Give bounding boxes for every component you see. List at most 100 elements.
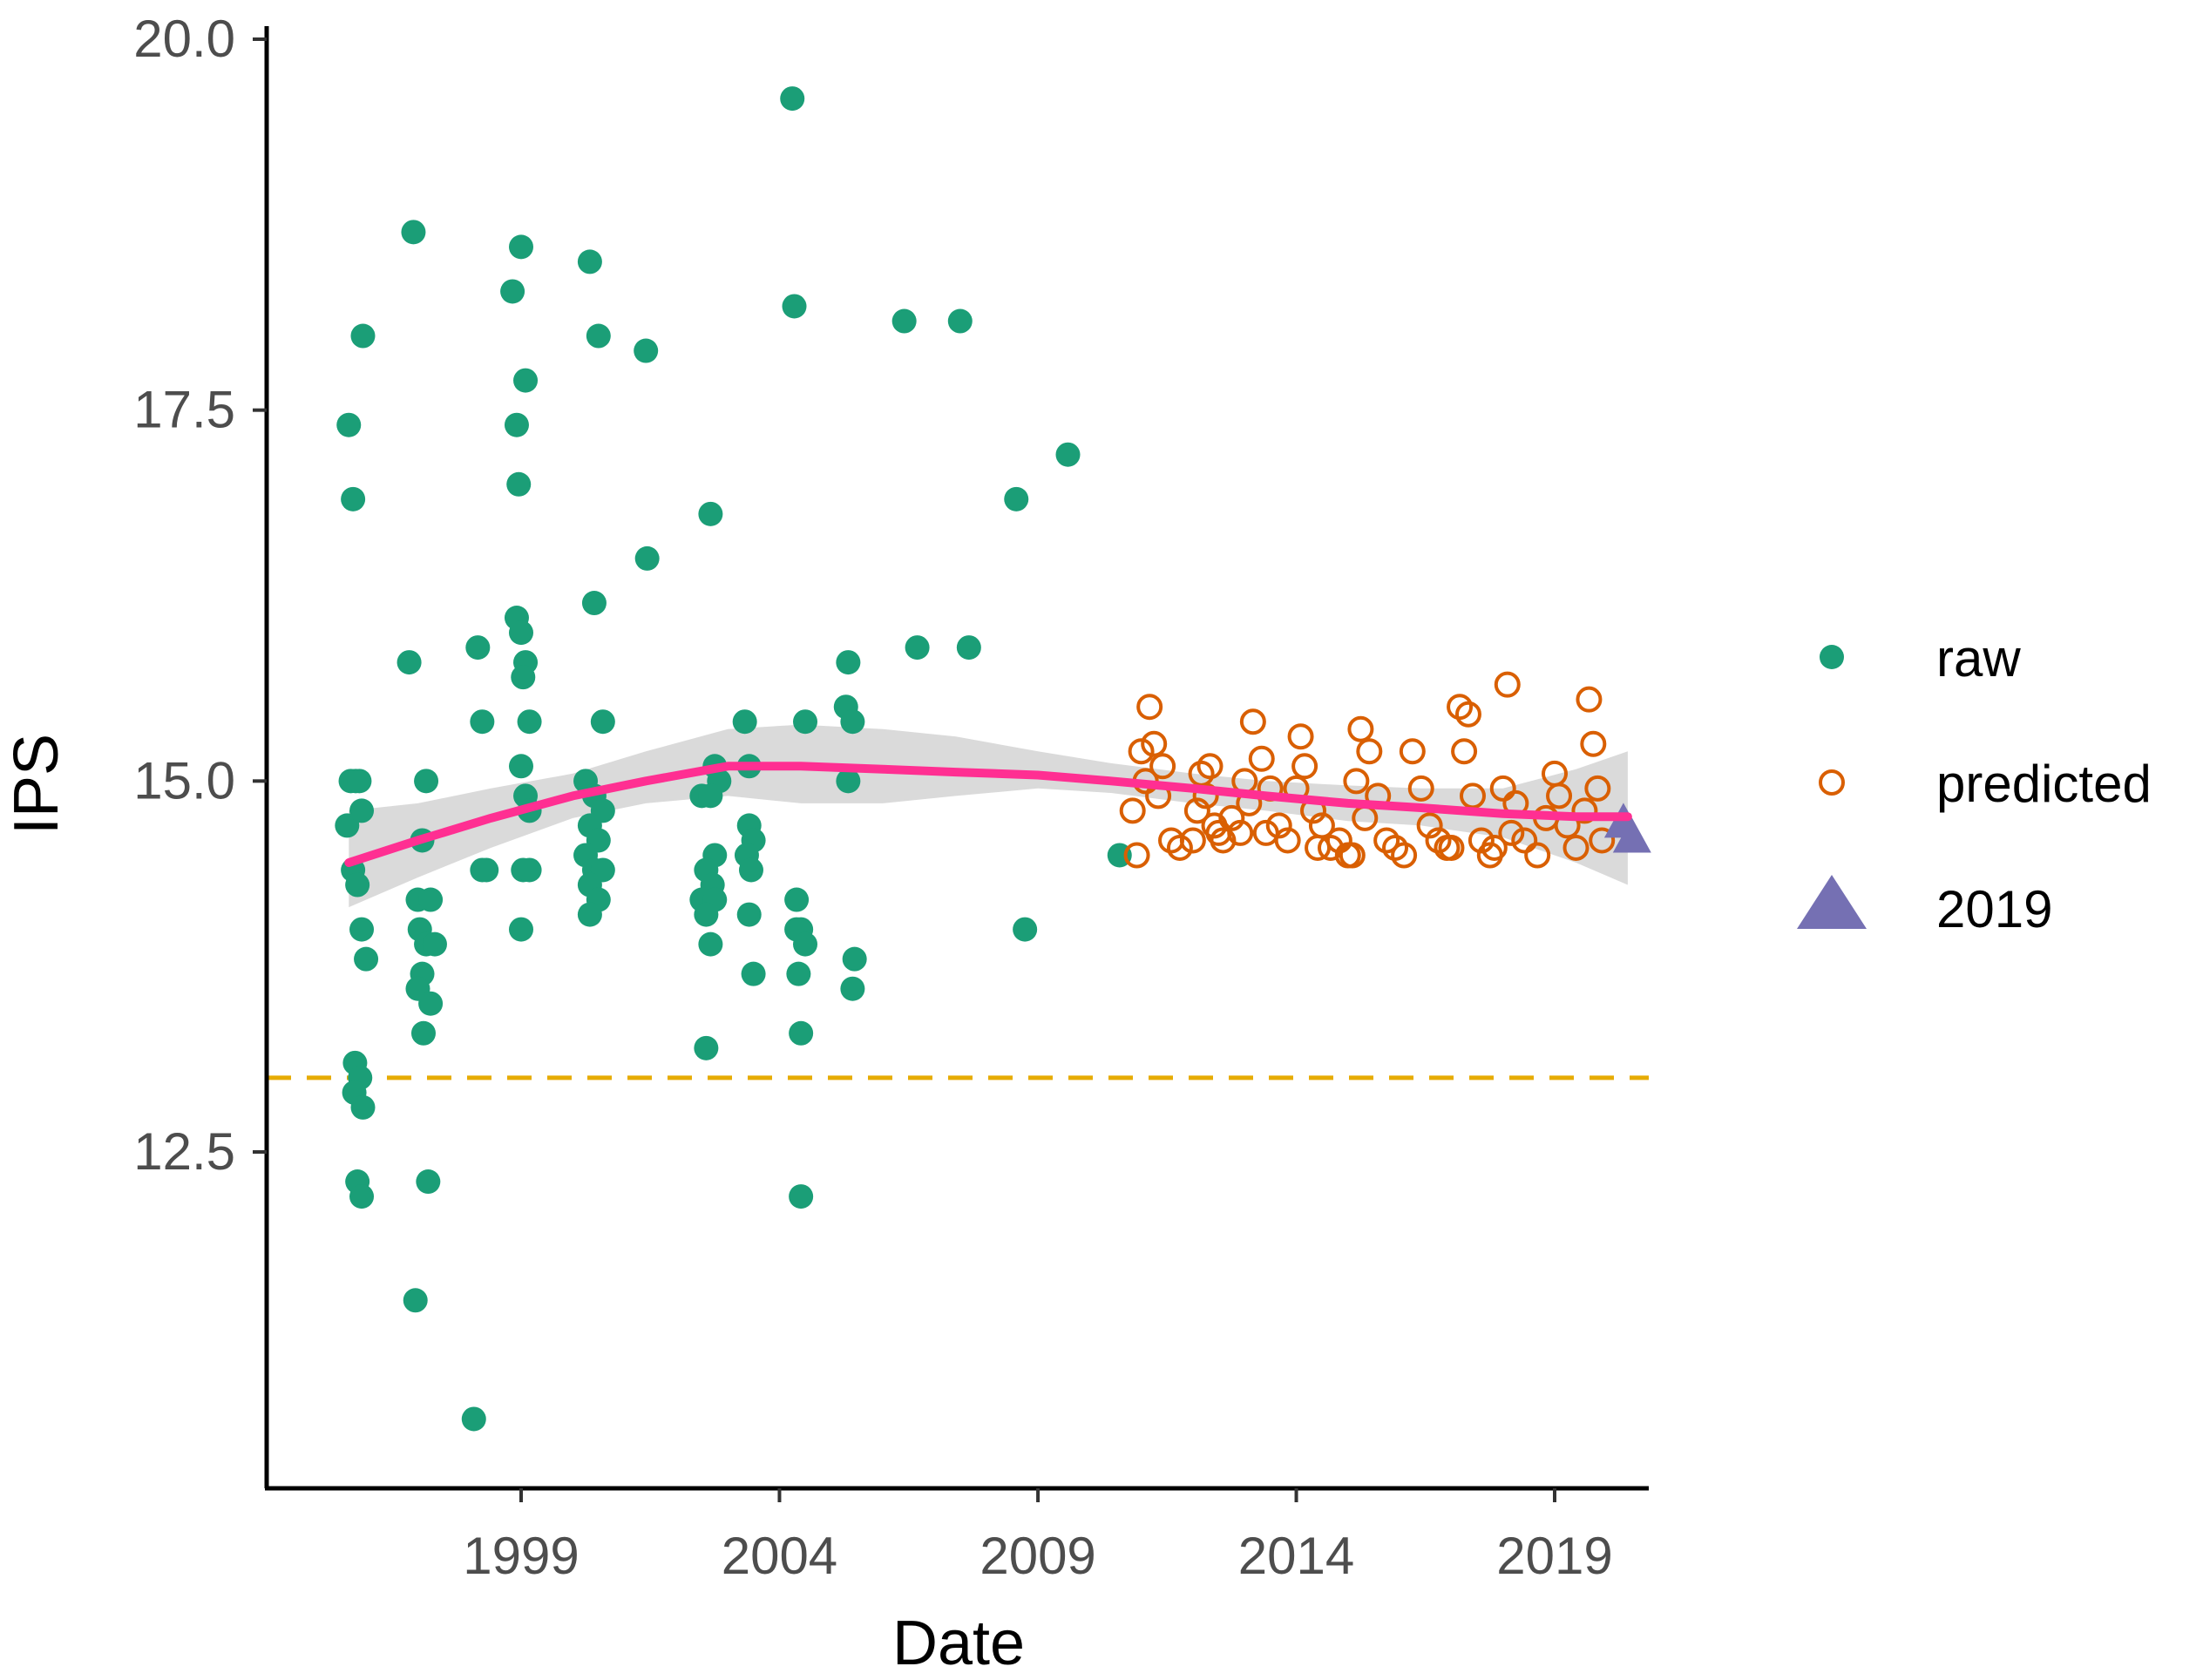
raw-point	[403, 1288, 428, 1313]
y-axis-title: IPS	[2, 734, 71, 835]
x-axis-title: Date	[892, 1609, 1025, 1678]
raw-point	[341, 486, 366, 511]
raw-point	[793, 709, 818, 735]
smooth-line	[344, 762, 1632, 867]
predicted-point	[1447, 694, 1474, 721]
raw-point	[500, 279, 525, 304]
smooth-line-layer	[344, 762, 1632, 867]
raw-point	[786, 961, 811, 986]
predicted-point	[1192, 782, 1219, 810]
raw-point	[634, 545, 660, 571]
predicted-point	[1179, 827, 1206, 854]
raw-point	[738, 857, 763, 883]
raw-point	[698, 501, 723, 526]
predicted-point	[1291, 753, 1318, 780]
raw-point	[789, 1020, 814, 1046]
confidence-band-layer	[349, 724, 1628, 908]
points-layer	[335, 86, 1651, 1432]
raw-point	[513, 368, 539, 393]
raw-point	[694, 1035, 719, 1060]
raw-point	[517, 709, 542, 735]
raw-point	[461, 1406, 486, 1432]
raw-point	[347, 769, 372, 794]
raw-point	[410, 1020, 436, 1046]
raw-point	[577, 249, 602, 274]
predicted-point	[1166, 834, 1193, 861]
raw-point	[634, 338, 659, 363]
raw-point	[784, 887, 810, 912]
raw-point	[509, 917, 533, 942]
raw-point	[418, 887, 444, 912]
predicted-point	[1123, 842, 1150, 869]
raw-point	[349, 917, 375, 942]
x-tick-label: 2019	[1496, 1527, 1612, 1585]
legend-2019-marker	[1797, 875, 1867, 929]
predicted-point	[1128, 738, 1155, 765]
raw-point	[905, 635, 930, 660]
predicted-point	[1498, 819, 1525, 846]
x-tick-label: 2004	[722, 1527, 837, 1585]
raw-point	[780, 86, 805, 112]
predicted-point	[1391, 842, 1418, 869]
raw-point	[842, 946, 867, 972]
raw-point	[465, 635, 491, 660]
raw-point	[416, 1169, 441, 1195]
raw-point	[1013, 917, 1038, 942]
predicted-point	[1373, 827, 1400, 854]
raw-point	[506, 471, 532, 497]
predicted-point	[1416, 812, 1443, 839]
predicted-point	[1347, 715, 1374, 742]
predicted-point	[1252, 819, 1279, 846]
raw-point	[782, 294, 807, 319]
raw-point	[836, 769, 861, 794]
ticks-layer: 12.5 15.0 17.5 20.0 1999 2004 2009 2014 2019	[133, 10, 1613, 1585]
x-tick-label: 1999	[463, 1527, 579, 1585]
raw-point	[418, 991, 444, 1016]
raw-point	[836, 650, 861, 675]
raw-point	[470, 709, 495, 735]
raw-point	[517, 857, 542, 883]
raw-point	[350, 1094, 376, 1120]
legend: raw predicted 2019	[1797, 629, 2152, 938]
raw-point	[694, 902, 719, 927]
raw-point	[511, 665, 536, 690]
raw-point	[947, 308, 973, 334]
predicted-point	[1494, 671, 1521, 698]
marker-2019-point	[1612, 817, 1651, 853]
raw-point	[349, 798, 375, 823]
predicted-point	[1589, 827, 1616, 854]
raw-point	[840, 709, 865, 735]
raw-point	[891, 308, 917, 334]
predicted-point	[1149, 753, 1176, 780]
predicted-point	[1305, 834, 1332, 861]
predicted-point	[1141, 730, 1168, 757]
predicted-point	[1489, 775, 1516, 802]
x-tick-label: 2014	[1238, 1527, 1354, 1585]
predicted-point	[1511, 827, 1538, 854]
predicted-point	[1468, 827, 1495, 854]
legend-label: predicted	[1936, 755, 2152, 813]
raw-point	[509, 754, 533, 779]
predicted-point	[1434, 834, 1461, 861]
raw-point	[840, 976, 865, 1001]
predicted-point	[1454, 701, 1481, 728]
raw-point	[577, 902, 602, 927]
predicted-point	[1407, 775, 1434, 802]
predicted-point	[1382, 834, 1409, 861]
predicted-point	[1248, 745, 1275, 772]
raw-point	[422, 931, 447, 957]
predicted-point	[1571, 797, 1598, 824]
predicted-point	[1399, 738, 1426, 765]
y-tick-label: 20.0	[133, 10, 235, 68]
raw-point	[1055, 442, 1081, 467]
predicted-point	[1119, 797, 1146, 824]
y-tick-label: 12.5	[133, 1122, 235, 1181]
predicted-point	[1343, 768, 1370, 795]
predicted-point	[1339, 842, 1366, 869]
predicted-point	[1580, 730, 1607, 757]
raw-point	[397, 650, 422, 675]
raw-point	[590, 709, 615, 735]
predicted-point	[1451, 738, 1478, 765]
predicted-point	[1218, 804, 1245, 831]
